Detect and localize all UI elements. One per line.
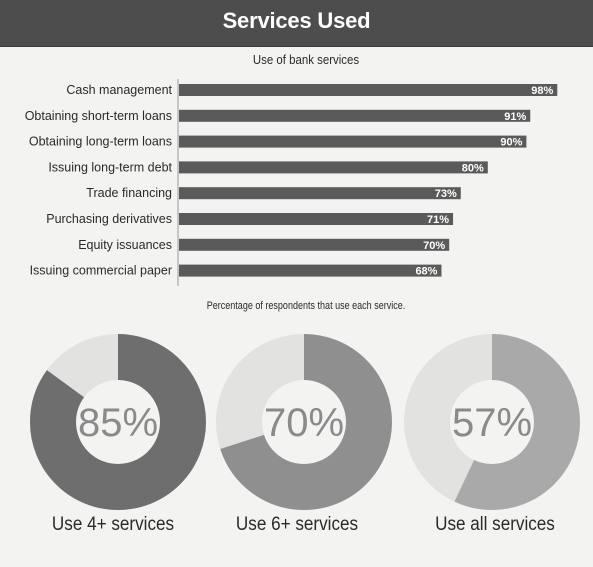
page-title: Services Used: [222, 8, 371, 33]
value-label: 70%: [423, 240, 445, 252]
value-label: 91%: [504, 111, 526, 123]
bar: [179, 84, 558, 96]
donut-caption-3: Use all services: [435, 514, 555, 535]
category-label: Issuing commercial paper: [30, 264, 172, 278]
value-label: 71%: [427, 214, 449, 226]
value-label: 68%: [415, 266, 437, 278]
category-label: Obtaining short-term loans: [25, 109, 172, 123]
value-label: 80%: [462, 162, 484, 174]
category-label: Cash management: [66, 83, 172, 97]
category-label: Trade financing: [86, 186, 172, 200]
header-banner: Services Used: [0, 0, 593, 47]
bar-chart-note: Percentage of respondents that use each …: [206, 300, 406, 312]
value-label: 90%: [500, 137, 522, 149]
bar: [179, 161, 488, 174]
category-label: Issuing long-term debt: [48, 160, 172, 174]
bar-chart-title: Use of bank services: [252, 52, 360, 67]
bar: [179, 187, 461, 200]
bar: [179, 135, 527, 148]
donut-value-label: 57%: [452, 401, 532, 445]
category-label: Obtaining long-term loans: [29, 135, 172, 149]
donut-segment: [30, 334, 206, 510]
value-label: 73%: [435, 188, 457, 200]
donut-caption-2: Use 6+ services: [235, 514, 359, 535]
bar: [179, 264, 442, 277]
bar: [179, 109, 531, 122]
bar-chart: Cash management 98% Obtaining short-term l…: [25, 79, 558, 286]
donut-value-label: 70%: [264, 401, 344, 445]
category-label: Equity issuances: [78, 238, 172, 252]
category-label: Purchasing derivatives: [46, 212, 172, 226]
donut-segment: [404, 334, 580, 510]
donut-segment: [216, 334, 392, 510]
bar: [179, 213, 454, 225]
bar: [179, 238, 450, 251]
donut-caption-1: Use 4+ services: [51, 514, 175, 535]
donut-value-label: 85%: [78, 401, 158, 445]
value-label: 98%: [531, 85, 553, 97]
